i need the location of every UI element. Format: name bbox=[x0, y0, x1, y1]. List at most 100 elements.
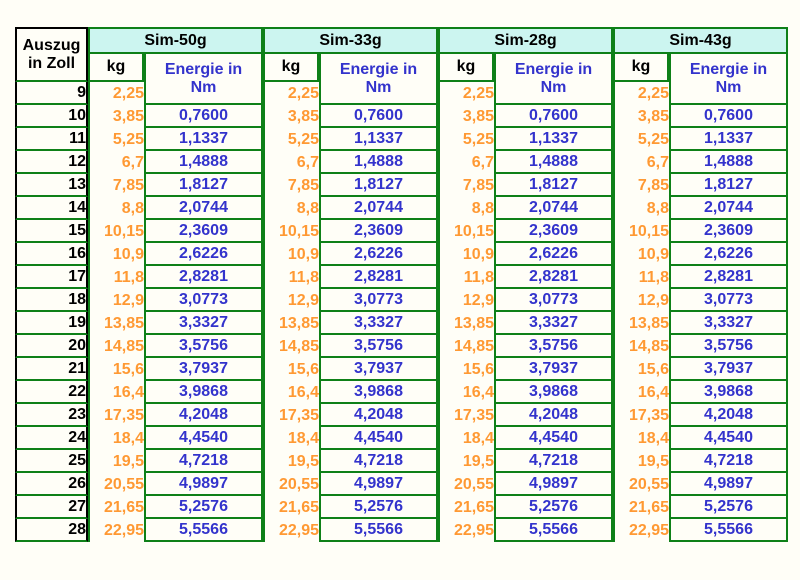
energie-header-line2: Nm bbox=[365, 78, 392, 96]
energie-cell: 3,7937 bbox=[494, 358, 613, 381]
energie-cell: 3,3327 bbox=[144, 312, 263, 335]
energie-header-line1: Energie in bbox=[164, 61, 243, 79]
energie-cell: 2,3609 bbox=[669, 220, 788, 243]
energie-header-line2: Nm bbox=[715, 78, 742, 96]
energie-cell: 4,7218 bbox=[669, 450, 788, 473]
table-row: 22 16,4 3,9868 16,4 3,9868 16,4 3,9868 16,4 3,98… bbox=[15, 381, 788, 404]
table-row: 27 21,65 5,2576 21,65 5,2576 21,65 5,2576 21,65… bbox=[15, 496, 788, 519]
energie-cell: 3,5756 bbox=[669, 335, 788, 358]
zoll-cell: 16 bbox=[15, 243, 88, 266]
energie-cell: 5,5566 bbox=[319, 519, 438, 542]
energie-cell: 1,1337 bbox=[494, 128, 613, 151]
zoll-cell: 11 bbox=[15, 128, 88, 151]
table-row: 17 11,8 2,8281 11,8 2,8281 11,8 2,8281 11,8 2,82… bbox=[15, 266, 788, 289]
energie-cell: 3,3327 bbox=[494, 312, 613, 335]
kg-cell: 15,6 bbox=[88, 358, 144, 381]
kg-cell: 21,65 bbox=[438, 496, 494, 519]
energie-cell: 3,9868 bbox=[144, 381, 263, 404]
kg-cell: 10,9 bbox=[263, 243, 319, 266]
zoll-cell: 13 bbox=[15, 174, 88, 197]
kg-cell: 6,7 bbox=[613, 151, 669, 174]
kg-cell: 13,85 bbox=[438, 312, 494, 335]
kg-cell: 3,85 bbox=[88, 105, 144, 128]
energie-cell: 3,3327 bbox=[669, 312, 788, 335]
energy-table: Auszug in Zoll Sim-50g Sim-33g Sim-28g S… bbox=[15, 27, 788, 542]
table-row: 9 2,25 2,25 2,25 2,25 bbox=[15, 82, 788, 105]
energie-cell: 3,7937 bbox=[144, 358, 263, 381]
kg-cell: 14,85 bbox=[438, 335, 494, 358]
energie-cell: 1,4888 bbox=[669, 151, 788, 174]
table-row: 10 3,85 0,7600 3,85 0,7600 3,85 0,7600 3,85 0,76… bbox=[15, 105, 788, 128]
energie-cell: 0,7600 bbox=[669, 105, 788, 128]
energie-cell: 1,1337 bbox=[144, 128, 263, 151]
kg-cell: 5,25 bbox=[263, 128, 319, 151]
kg-cell: 5,25 bbox=[613, 128, 669, 151]
kg-cell: 18,4 bbox=[88, 427, 144, 450]
kg-cell: 12,9 bbox=[88, 289, 144, 312]
kg-cell: 8,8 bbox=[263, 197, 319, 220]
zoll-cell: 9 bbox=[15, 82, 88, 105]
energie-cell: 4,7218 bbox=[494, 450, 613, 473]
kg-cell: 18,4 bbox=[263, 427, 319, 450]
kg-cell: 16,4 bbox=[613, 381, 669, 404]
corner-header-line2: in Zoll bbox=[27, 54, 76, 72]
kg-cell: 2,25 bbox=[263, 82, 319, 105]
kg-cell: 10,15 bbox=[438, 220, 494, 243]
kg-cell: 20,55 bbox=[613, 473, 669, 496]
kg-cell: 16,4 bbox=[438, 381, 494, 404]
energie-cell: 5,2576 bbox=[669, 496, 788, 519]
kg-cell: 13,85 bbox=[88, 312, 144, 335]
zoll-cell: 19 bbox=[15, 312, 88, 335]
kg-cell: 17,35 bbox=[438, 404, 494, 427]
kg-cell: 18,4 bbox=[438, 427, 494, 450]
kg-cell: 10,15 bbox=[613, 220, 669, 243]
energie-cell: 4,7218 bbox=[144, 450, 263, 473]
table-row: 21 15,6 3,7937 15,6 3,7937 15,6 3,7937 15,6 3,79… bbox=[15, 358, 788, 381]
kg-column-header: kg bbox=[88, 54, 144, 82]
zoll-cell: 24 bbox=[15, 427, 88, 450]
sub-header-row: kg Energie in Nm kg Energie in Nm kg Ene… bbox=[15, 54, 788, 105]
zoll-cell: 22 bbox=[15, 381, 88, 404]
energie-cell: 0,7600 bbox=[319, 105, 438, 128]
kg-cell: 6,7 bbox=[438, 151, 494, 174]
energie-cell: 4,9897 bbox=[494, 473, 613, 496]
energie-cell: 1,8127 bbox=[319, 174, 438, 197]
energie-cell: 5,5566 bbox=[669, 519, 788, 542]
zoll-cell: 12 bbox=[15, 151, 88, 174]
corner-header-auszug-in-zoll: Auszug in Zoll bbox=[15, 27, 88, 82]
kg-cell: 6,7 bbox=[263, 151, 319, 174]
kg-cell: 7,85 bbox=[263, 174, 319, 197]
kg-cell: 14,85 bbox=[263, 335, 319, 358]
kg-cell: 19,5 bbox=[88, 450, 144, 473]
energie-cell: 2,3609 bbox=[144, 220, 263, 243]
energie-cell: 3,9868 bbox=[669, 381, 788, 404]
energie-cell: 3,9868 bbox=[319, 381, 438, 404]
energie-cell: 2,6226 bbox=[669, 243, 788, 266]
table-row: 20 14,85 3,5756 14,85 3,5756 14,85 3,5756 14,85… bbox=[15, 335, 788, 358]
table-row: 16 10,9 2,6226 10,9 2,6226 10,9 2,6226 10,9 2,62… bbox=[15, 243, 788, 266]
kg-cell: 3,85 bbox=[613, 105, 669, 128]
energie-cell: 5,2576 bbox=[494, 496, 613, 519]
energie-cell: 2,3609 bbox=[319, 220, 438, 243]
energie-header-line1: Energie in bbox=[339, 61, 418, 79]
energie-cell: 0,7600 bbox=[144, 105, 263, 128]
corner-header-line1: Auszug bbox=[22, 37, 81, 55]
kg-cell: 12,9 bbox=[438, 289, 494, 312]
energie-cell: 4,9897 bbox=[144, 473, 263, 496]
energie-header-line1: Energie in bbox=[689, 61, 768, 79]
kg-cell: 20,55 bbox=[438, 473, 494, 496]
kg-cell: 21,65 bbox=[613, 496, 669, 519]
table-body: Auszug in Zoll Sim-50g Sim-33g Sim-28g S… bbox=[15, 27, 788, 542]
energie-cell: 2,8281 bbox=[144, 266, 263, 289]
table-row: 15 10,15 2,3609 10,15 2,3609 10,15 2,3609 10,15… bbox=[15, 220, 788, 243]
zoll-cell: 21 bbox=[15, 358, 88, 381]
kg-cell: 15,6 bbox=[613, 358, 669, 381]
kg-cell: 11,8 bbox=[438, 266, 494, 289]
energie-cell: 3,9868 bbox=[494, 381, 613, 404]
energie-cell: 3,7937 bbox=[669, 358, 788, 381]
kg-cell: 14,85 bbox=[88, 335, 144, 358]
kg-cell: 7,85 bbox=[613, 174, 669, 197]
energie-cell: 2,8281 bbox=[494, 266, 613, 289]
kg-cell: 6,7 bbox=[88, 151, 144, 174]
kg-cell: 10,9 bbox=[613, 243, 669, 266]
